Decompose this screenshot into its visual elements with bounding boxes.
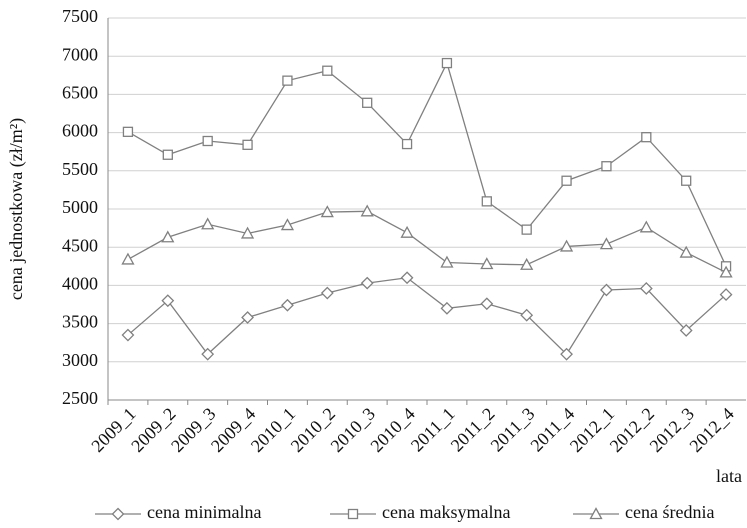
marker [679, 245, 693, 258]
y-tick-label: 4500 [62, 235, 98, 255]
x-tick-label: 2012_2 [606, 404, 658, 456]
marker [360, 276, 374, 290]
marker [320, 286, 334, 300]
marker [362, 97, 373, 108]
marker [280, 218, 295, 231]
marker [400, 225, 414, 238]
y-tick-label: 5000 [62, 197, 98, 217]
marker [162, 149, 173, 160]
x-tick-label: 2011_1 [407, 404, 459, 456]
y-tick-label: 7500 [62, 6, 98, 26]
marker [440, 255, 454, 268]
marker [679, 324, 693, 337]
marker [320, 205, 334, 218]
x-tick-label: 2009_3 [167, 404, 219, 456]
x-tick-label: 2010_4 [366, 404, 418, 456]
marker [521, 224, 532, 235]
marker [480, 297, 494, 311]
marker [559, 239, 574, 252]
marker [561, 175, 572, 186]
x-tick-label: 2009_2 [127, 404, 179, 456]
marker [201, 347, 215, 361]
marker [241, 311, 254, 324]
x-tick-label: 2009_1 [87, 404, 139, 456]
series-line [127, 277, 727, 356]
legend-marker [347, 508, 359, 520]
marker [639, 220, 653, 233]
marker [440, 301, 454, 315]
y-axis-label: cena jednostkowa (zł/m²) [6, 118, 27, 300]
x-tick-label: 2010_1 [247, 404, 299, 456]
marker [599, 237, 614, 250]
marker [520, 308, 534, 322]
marker [322, 65, 333, 76]
x-tick-label: 2010_3 [327, 404, 379, 456]
series-line [127, 210, 727, 273]
y-tick-label: 6000 [62, 121, 98, 141]
y-tick-label: 7000 [62, 44, 98, 64]
marker [481, 196, 492, 207]
legend-marker [589, 507, 603, 520]
marker [560, 347, 573, 361]
marker [240, 226, 255, 239]
marker [281, 298, 294, 312]
marker [520, 257, 534, 270]
x-tick-label: 2009_4 [207, 404, 259, 456]
marker [242, 139, 253, 150]
x-tick-label: 2012_1 [566, 404, 618, 456]
marker [681, 175, 692, 186]
series-line [127, 61, 727, 267]
marker [641, 132, 652, 143]
marker [719, 265, 733, 278]
marker [121, 328, 135, 342]
x-tick-label: 2011_3 [487, 404, 539, 456]
marker [639, 282, 653, 295]
legend-marker [111, 507, 125, 521]
y-tick-label: 5500 [62, 159, 98, 179]
marker [282, 75, 293, 86]
marker [202, 135, 213, 147]
x-tick-label: 2012_4 [685, 404, 737, 456]
marker [122, 126, 134, 137]
marker [401, 138, 413, 150]
marker [161, 294, 175, 308]
marker [201, 217, 215, 230]
x-axis-label: lata [716, 466, 742, 486]
legend-label: cena maksymalna [382, 502, 510, 522]
y-tick-label: 6500 [62, 83, 98, 103]
marker [121, 252, 135, 265]
marker [441, 57, 453, 69]
legend-label: cena średnia [625, 502, 714, 522]
y-tick-label: 3000 [62, 350, 98, 370]
marker [600, 283, 613, 297]
marker [601, 161, 612, 172]
x-tick-label: 2011_2 [447, 404, 499, 456]
x-tick-label: 2012_3 [646, 404, 698, 456]
y-tick-label: 4000 [62, 274, 98, 294]
marker [719, 288, 733, 301]
marker [360, 204, 374, 217]
marker [480, 257, 494, 270]
legend-label: cena minimalna [147, 502, 261, 522]
marker [400, 271, 414, 285]
x-tick-label: 2010_2 [287, 404, 339, 456]
marker [161, 230, 175, 243]
y-tick-label: 2500 [62, 388, 98, 408]
y-tick-label: 3500 [62, 312, 98, 332]
